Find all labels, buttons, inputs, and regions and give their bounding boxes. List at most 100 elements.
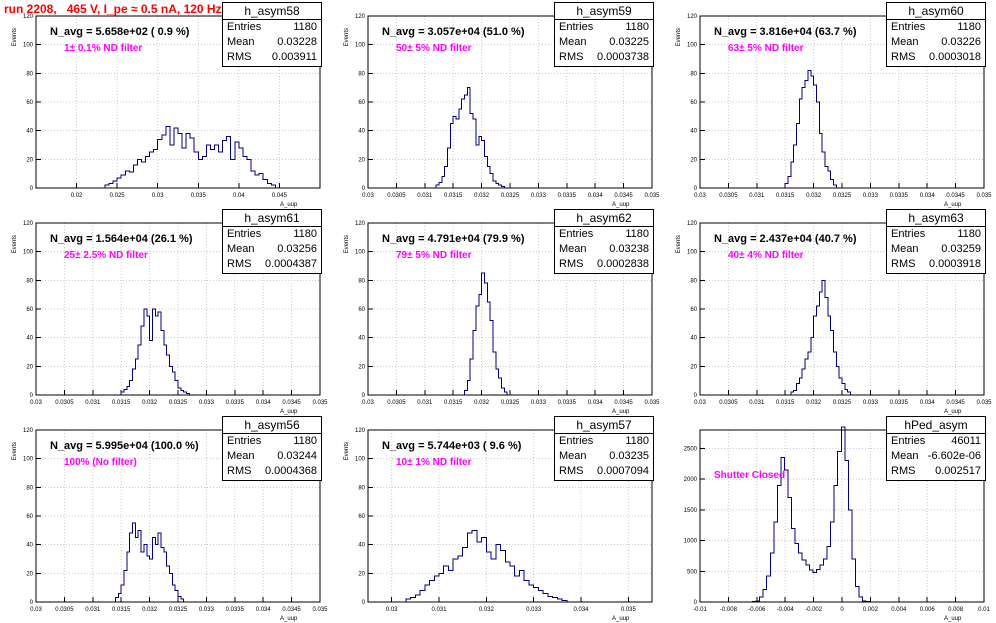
stats-row-mean: Mean 0.03226	[887, 35, 985, 50]
histogram-pad-h_asym58: 0.02 0.025 0.03 0.035 0.04 0.045 0 20 40 60 80 100 1…	[0, 2, 332, 209]
stats-label: Mean	[559, 243, 587, 255]
stats-value: 0.03228	[277, 36, 317, 48]
x-tick-label: 0.045	[272, 193, 288, 199]
x-tick-label: 0.0315	[112, 607, 131, 613]
y-tick-label: 120	[687, 14, 698, 20]
stats-box: h_asym63 Entries 1180 Mean 0.03259 RMS 0.00039…	[886, 209, 986, 274]
stats-value: 46011	[951, 435, 981, 447]
histogram-pad-h_asym59: 0.03 0.0305 0.031 0.0315 0.032 0.0325 0.033 0.0…	[332, 2, 664, 209]
stats-row-rms: RMS 0.0007094	[555, 464, 653, 479]
histogram-plot: 0.03 0.031 0.032 0.033 0.034 0.035 0 20 40 60 80 10…	[344, 428, 653, 622]
y-tick-label: 2000	[684, 477, 698, 483]
n-avg-title: N_avg = 4.791e+04 (79.9 %)	[382, 233, 525, 245]
histogram-pad-hPed_asym: -0.01 -0.008 -0.006 -0.004 -0.002 0 0.002 0.004…	[664, 416, 996, 623]
y-tick-label: 80	[26, 71, 33, 77]
stats-label: Mean	[891, 243, 919, 255]
stats-value: 1180	[625, 228, 649, 240]
y-tick-label: 120	[23, 428, 34, 434]
stats-label: RMS	[891, 465, 916, 477]
y-tick-label: 20	[26, 157, 33, 163]
histogram-plot: -0.01 -0.008 -0.006 -0.004 -0.002 0 0.002 0.004…	[684, 426, 990, 622]
y-tick-label: 120	[355, 14, 366, 20]
x-tick-label: 0.0305	[55, 400, 74, 406]
plot-frame	[367, 429, 653, 603]
x-tick-label: 0.033	[199, 607, 215, 613]
y-tick-label: 40	[690, 336, 697, 342]
filter-annotation: Shutter Closed	[714, 470, 786, 481]
stats-value: 0.0004368	[265, 465, 317, 477]
x-tick-label: 0.034	[588, 193, 604, 199]
x-tick-label: 0.0325	[833, 400, 852, 406]
x-tick-label: 0.031	[85, 400, 101, 406]
x-tick-label: -0.006	[748, 607, 766, 613]
stats-box: h_asym58 Entries 1180 Mean 0.03228 RMS 0.00391…	[222, 2, 322, 67]
y-tick-label: 60	[26, 514, 33, 520]
stats-value: 0.03225	[609, 36, 649, 48]
y-tick-label: 0	[30, 393, 34, 399]
x-tick-label: -0.002	[805, 607, 823, 613]
stats-row-rms: RMS 0.0002838	[555, 257, 653, 272]
y-tick-label: 40	[26, 336, 33, 342]
x-tick-label: 0.02	[71, 193, 83, 199]
y-tick-label: 60	[358, 514, 365, 520]
stats-label: Mean	[891, 36, 919, 48]
x-tick-label: 0.04	[233, 193, 245, 199]
x-tick-label: -0.01	[693, 607, 707, 613]
y-tick-label: 100	[23, 457, 34, 463]
histogram-name: h_asym58	[223, 3, 321, 20]
histogram-pad-h_asym63: 0.03 0.0305 0.031 0.0315 0.032 0.0325 0.033 0.0…	[664, 209, 996, 416]
histogram-plot: 0.03 0.0305 0.031 0.0315 0.032 0.0325 0.033 0.0…	[676, 14, 992, 208]
stats-box: h_asym59 Entries 1180 Mean 0.03225 RMS 0.00037…	[554, 2, 654, 67]
x-tick-label: 0.033	[199, 400, 215, 406]
y-tick-label: 40	[358, 336, 365, 342]
x-axis-label: A_uup	[944, 409, 962, 415]
y-tick-label: 100	[355, 43, 366, 49]
x-tick-label: 0.031	[431, 607, 447, 613]
n-avg-title: N_avg = 3.816e+04 (63.7 %)	[714, 26, 857, 38]
histogram-pad-h_asym62: 0.03 0.0305 0.031 0.0315 0.032 0.0325 0.033 0.0…	[332, 209, 664, 416]
stats-row-rms: RMS 0.0004387	[223, 257, 321, 272]
stats-value: 1180	[293, 228, 317, 240]
stats-box: hPed_asym Entries 46011 Mean -6.602e-06 RMS 0.…	[886, 416, 986, 481]
x-tick-label: 0.0325	[501, 193, 520, 199]
y-tick-label: 1500	[684, 508, 698, 514]
y-tick-label: 20	[26, 571, 33, 577]
x-tick-label: 0.032	[806, 400, 822, 406]
stats-label: Entries	[559, 228, 594, 240]
x-tick-label: 0.0315	[112, 400, 131, 406]
y-tick-label: 40	[26, 129, 33, 135]
canvas-title: run 2208, 465 V, I_pe ≈ 0.5 nA, 120 Hz	[4, 2, 222, 16]
stats-row-entries: Entries 1180	[555, 434, 653, 449]
x-tick-label: 0.034	[588, 400, 604, 406]
stats-label: Entries	[559, 21, 594, 33]
y-tick-label: 60	[26, 307, 33, 313]
x-tick-label: 0.035	[312, 607, 328, 613]
y-tick-label: 80	[26, 278, 33, 284]
filter-annotation: 63± 5% ND filter	[728, 43, 804, 54]
x-tick-label: 0.0325	[833, 193, 852, 199]
stats-row-mean: Mean 0.03256	[223, 242, 321, 257]
stats-row-mean: Mean 0.03235	[555, 449, 653, 464]
x-tick-label: 0.0345	[946, 400, 965, 406]
stats-row-rms: RMS 0.002517	[887, 464, 985, 479]
plot-frame	[35, 222, 321, 396]
stats-label: Mean	[227, 36, 255, 48]
histogram-pad-h_asym60: 0.03 0.0305 0.031 0.0315 0.032 0.0325 0.033 0.0…	[664, 2, 996, 209]
stats-label: RMS	[559, 258, 584, 270]
x-axis-label: A_uup	[612, 616, 630, 622]
filter-annotation: 79± 5% ND filter	[396, 250, 472, 261]
histogram-name: h_asym57	[555, 417, 653, 434]
x-tick-label: 0.0335	[226, 607, 245, 613]
x-tick-label: 0.03	[694, 400, 706, 406]
stats-row-rms: RMS 0.0004368	[223, 464, 321, 479]
x-tick-label: 0.0305	[387, 193, 406, 199]
stats-value: 0.03256	[277, 243, 317, 255]
x-tick-label: 0.033	[863, 193, 879, 199]
histogram-series	[784, 70, 837, 188]
x-tick-label: 0.034	[256, 400, 272, 406]
stats-value: 1180	[957, 228, 981, 240]
y-axis-label: Events	[344, 28, 350, 46]
x-tick-label: 0.0325	[501, 400, 520, 406]
y-tick-label: 120	[355, 221, 366, 227]
stats-row-mean: Mean 0.03238	[555, 242, 653, 257]
